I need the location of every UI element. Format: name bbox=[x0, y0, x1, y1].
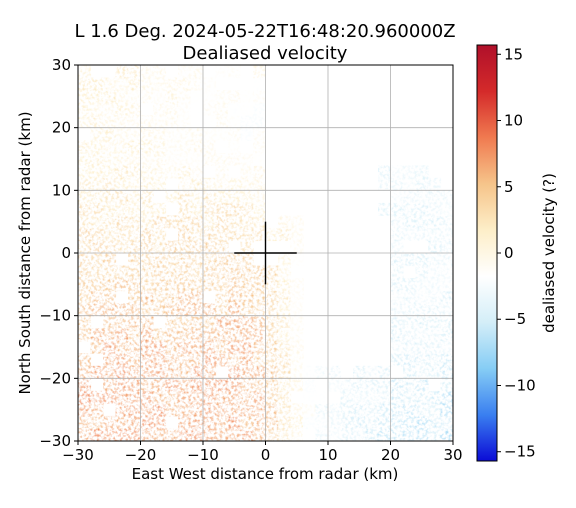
colorbar-label: dealiased velocity (?) bbox=[540, 173, 558, 333]
y-axis-label: North South distance from radar (km) bbox=[16, 111, 34, 394]
y-tick-label: −10 bbox=[39, 307, 71, 325]
x-tick-label: 30 bbox=[443, 446, 462, 464]
x-tick-label: 10 bbox=[318, 446, 337, 464]
plot-area bbox=[77, 64, 454, 442]
x-tick-label: −20 bbox=[125, 446, 157, 464]
x-tick-label: −10 bbox=[187, 446, 219, 464]
velocity-field bbox=[78, 65, 453, 441]
x-tick-label: −30 bbox=[62, 446, 94, 464]
colorbar-tick-label: 0 bbox=[504, 244, 514, 262]
chart-title-line2: Dealiased velocity bbox=[183, 43, 348, 64]
y-tick-label: 20 bbox=[52, 119, 71, 137]
y-tick-label: 0 bbox=[61, 244, 71, 262]
x-axis-ticks: −30 −20 −10 0 10 20 30 bbox=[62, 441, 463, 464]
colorbar-tick-label: −5 bbox=[504, 310, 526, 328]
colorbar-tick-label: 15 bbox=[504, 45, 523, 63]
colorbar-tick-label: −15 bbox=[504, 443, 536, 461]
y-tick-label: 30 bbox=[52, 56, 71, 74]
colorbar-ticks: 15 10 5 0 −5 −10 −15 bbox=[497, 45, 536, 461]
y-axis-ticks: −30 −20 −10 0 10 20 30 bbox=[39, 56, 78, 450]
y-tick-label: 10 bbox=[52, 181, 71, 199]
y-tick-label: −30 bbox=[39, 432, 71, 450]
x-axis-label: East West distance from radar (km) bbox=[132, 465, 399, 483]
colorbar-tick-label: 5 bbox=[504, 178, 514, 196]
radar-location-marker bbox=[234, 221, 297, 285]
x-tick-label: 20 bbox=[381, 446, 400, 464]
y-tick-label: −20 bbox=[39, 369, 71, 387]
colorbar: 15 10 5 0 −5 −10 −15 dealiased velocity (?) bbox=[476, 44, 558, 462]
chart-title-line1: L 1.6 Deg. 2024-05-22T16:48:20.960000Z bbox=[74, 21, 455, 42]
x-tick-label: 0 bbox=[261, 446, 271, 464]
colorbar-tick-label: 10 bbox=[504, 112, 523, 130]
colorbar-scale bbox=[476, 44, 498, 462]
colorbar-tick-label: −10 bbox=[504, 376, 536, 394]
